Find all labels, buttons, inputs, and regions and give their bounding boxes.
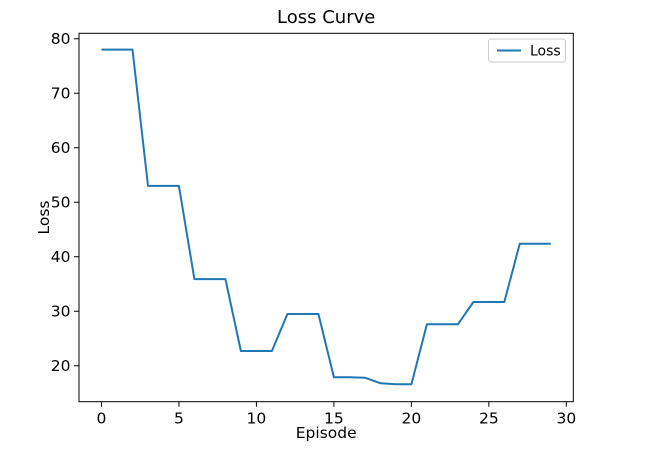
- y-tick-label: 20: [51, 357, 71, 375]
- y-tick-label: 70: [51, 85, 71, 103]
- x-tick-label: 20: [402, 410, 422, 428]
- y-tick-label: 30: [51, 303, 71, 321]
- x-tick-label: 10: [247, 410, 267, 428]
- x-axis-label: Episode: [296, 424, 357, 442]
- legend: Loss: [488, 38, 566, 63]
- plot-area: 0 5 10 15 20 25 30 20 30 40 50 60 70 80: [51, 30, 576, 427]
- x-tick-label: 5: [174, 410, 184, 428]
- x-tick-label: 15: [324, 410, 344, 428]
- x-tick-label: 0: [97, 410, 107, 428]
- loss-line: [101, 48, 551, 386]
- x-tick-label: 25: [479, 410, 499, 428]
- y-tick-label: 80: [51, 30, 71, 48]
- legend-box: [488, 38, 566, 63]
- x-tick-label: 30: [556, 410, 576, 428]
- y-tick-label: 40: [51, 248, 71, 266]
- legend-label: Loss: [530, 44, 561, 60]
- y-tick-label: 50: [51, 194, 71, 212]
- chart-title: Loss Curve: [277, 7, 375, 28]
- y-tick-label: 60: [51, 139, 71, 157]
- y-axis-label: Loss: [35, 201, 53, 235]
- plot-frame: [78, 32, 574, 403]
